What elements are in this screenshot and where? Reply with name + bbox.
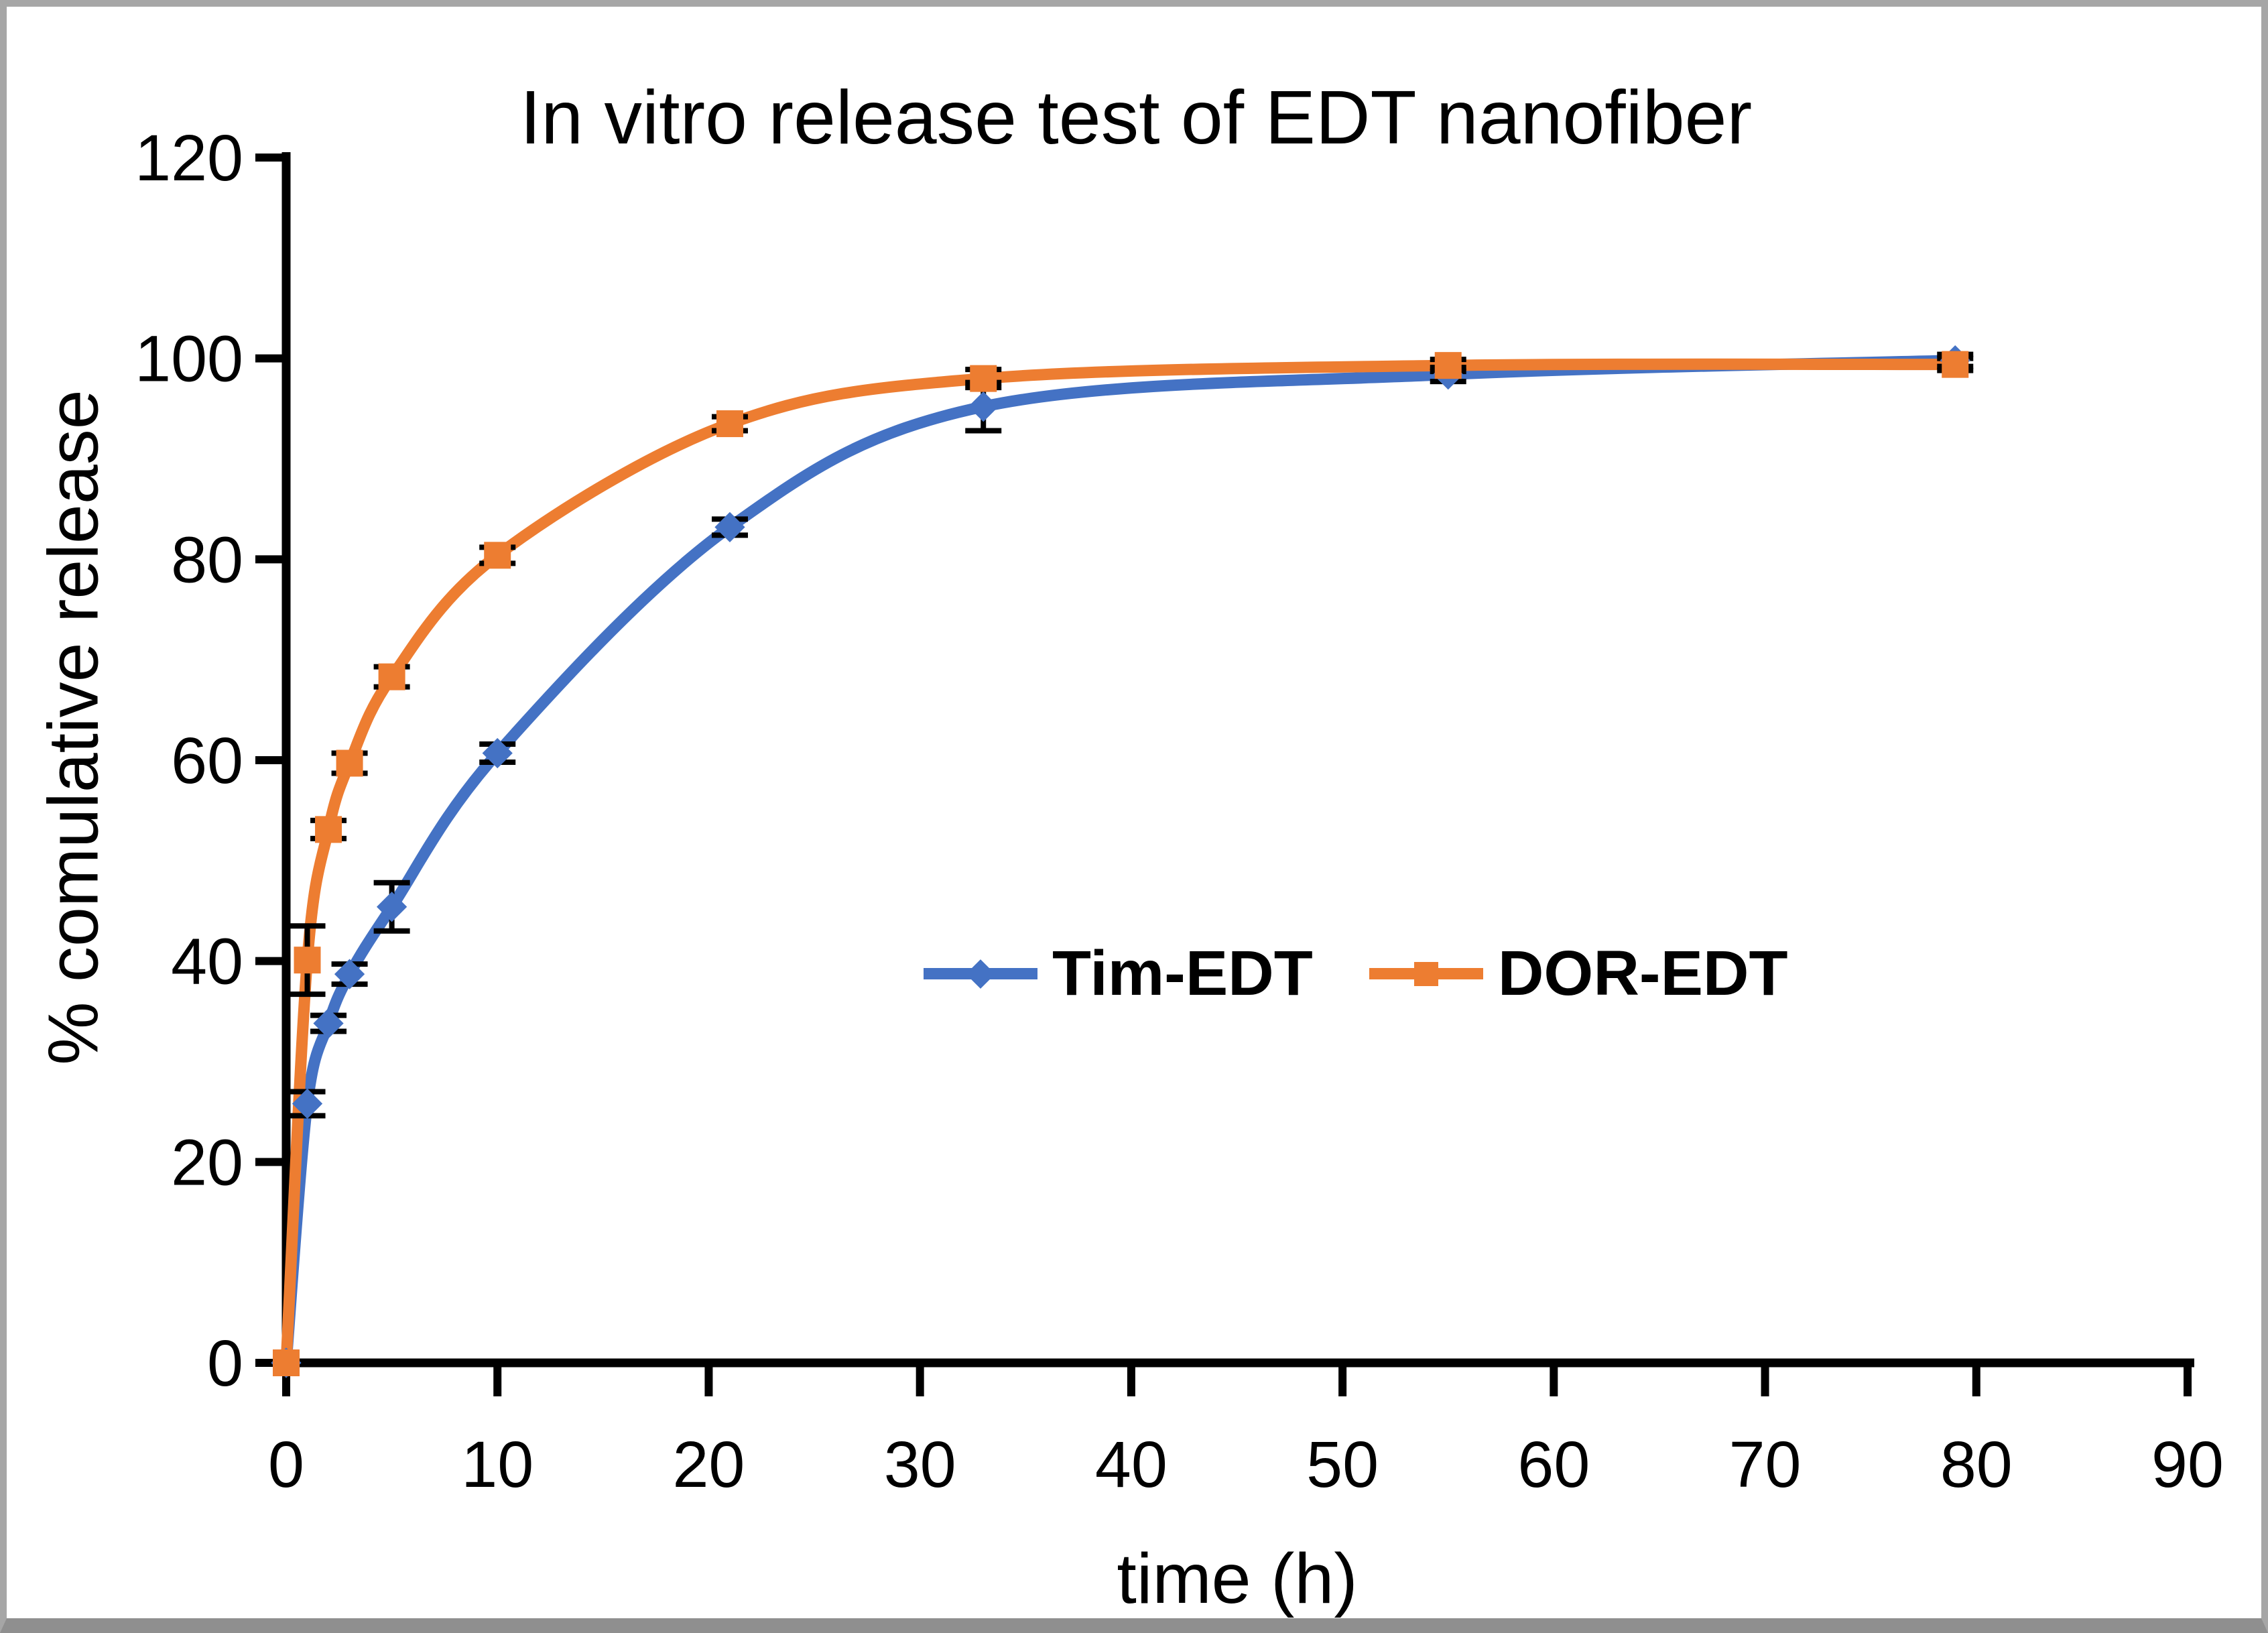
- x-tick-label: 90: [2151, 1428, 2224, 1501]
- x-axis-title: time (h): [1117, 1539, 1358, 1618]
- y-tick-label: 0: [207, 1327, 243, 1400]
- dor-edt-markers: [273, 351, 1969, 1376]
- tim-edt-line-swatch: [924, 959, 1037, 989]
- x-tick-label: 60: [1517, 1428, 1590, 1501]
- chart-canvas: 0 20 40 60 80 100 120 0 10 20 30 40 50 60 70 80 90: [135, 121, 2224, 1501]
- y-tick-label: 100: [135, 322, 243, 396]
- x-tick-label: 10: [461, 1428, 533, 1501]
- axes: 0 20 40 60 80 100 120 0 10 20 30 40 50 60 70 80 90: [135, 121, 2224, 1501]
- data-point-square: [1942, 351, 1969, 378]
- legend-item-tim-edt: Tim-EDT: [924, 937, 1313, 1010]
- y-tick-label: 80: [171, 523, 243, 596]
- y-tick-label: 40: [171, 925, 243, 998]
- x-tick-label: 30: [884, 1428, 956, 1501]
- data-point-diamond: [376, 892, 407, 922]
- legend-label-tim-edt: Tim-EDT: [1052, 938, 1313, 1009]
- data-point-square: [294, 947, 321, 974]
- x-tick-label: 70: [1729, 1428, 1802, 1501]
- dor-edt-error-bars: [289, 355, 1974, 997]
- data-point-square: [273, 1349, 300, 1376]
- y-axis-title: % comulative release: [34, 389, 113, 1065]
- data-point-square: [970, 365, 997, 392]
- data-point-square: [484, 542, 511, 569]
- data-point-diamond: [714, 511, 745, 543]
- tim-edt-line: [280, 355, 1961, 1369]
- chart-legend: Tim-EDT DOR-EDT: [924, 937, 1788, 1010]
- x-tick-label: 40: [1095, 1428, 1168, 1501]
- legend-item-dor-edt: DOR-EDT: [1369, 937, 1788, 1010]
- data-point-square: [336, 749, 363, 777]
- data-point-square: [716, 410, 743, 438]
- y-tick-label: 120: [135, 121, 243, 194]
- data-point-diamond: [968, 391, 999, 422]
- y-tick-label: 60: [171, 724, 243, 797]
- x-tick-label: 50: [1306, 1428, 1379, 1501]
- dor-edt-line-swatch: [1369, 961, 1483, 986]
- data-point-square: [1434, 352, 1462, 379]
- x-tick-label: 80: [1940, 1428, 2013, 1501]
- x-tick-label: 0: [268, 1428, 304, 1501]
- dor-edt-line: [280, 358, 1961, 1369]
- legend-label-dor-edt: DOR-EDT: [1497, 938, 1788, 1009]
- tim-edt-markers: [271, 345, 1970, 1378]
- chart-title: In vitro release test of EDT nanofiber: [519, 75, 1753, 160]
- data-point-square: [378, 663, 405, 690]
- dor-edt-square-icon: [1413, 961, 1438, 986]
- data-point-square: [315, 816, 342, 843]
- tim-edt-diamond-icon: [966, 959, 995, 989]
- x-tick-label: 20: [672, 1428, 745, 1501]
- data-point-diamond: [482, 737, 513, 769]
- y-tick-label: 20: [171, 1126, 243, 1199]
